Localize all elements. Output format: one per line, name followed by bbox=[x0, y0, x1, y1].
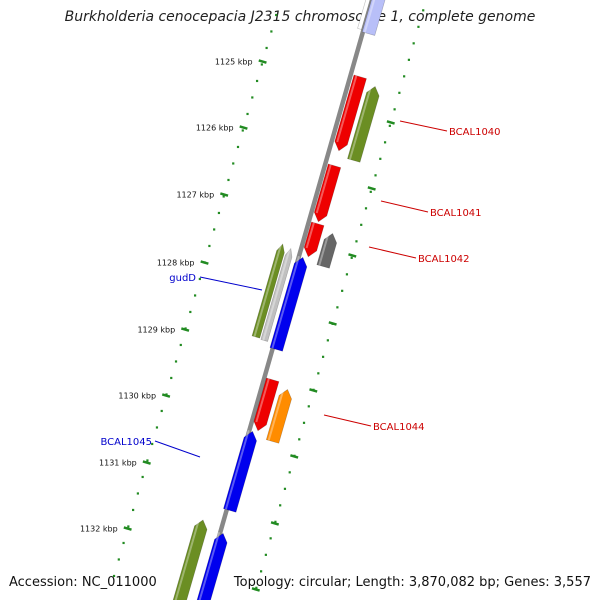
gene-feature[interactable] bbox=[303, 221, 325, 258]
scale-tick bbox=[200, 260, 209, 265]
gene-label[interactable]: BCAL1045 bbox=[100, 437, 152, 448]
gene-feature[interactable] bbox=[334, 74, 367, 152]
gene-label-leader bbox=[154, 440, 201, 458]
scale-ticks: 1125 kbp 1126 kbp 1127 kbp 1128 kbp 1129 kbp… bbox=[80, 58, 395, 592]
scale-tick bbox=[258, 59, 267, 64]
gene-label-leader bbox=[368, 246, 417, 259]
gene-feature[interactable] bbox=[223, 430, 257, 513]
scale-tick-label: 1126 kbp bbox=[196, 124, 234, 133]
scale-tick bbox=[328, 321, 337, 326]
accession-label: Accession: NC_011000 bbox=[9, 575, 157, 590]
scale-tick bbox=[367, 186, 376, 191]
scale-tick bbox=[251, 587, 260, 592]
scale-tick bbox=[123, 526, 132, 531]
scale-tick bbox=[219, 192, 229, 197]
gene-label-leader bbox=[199, 276, 263, 291]
gene-feature[interactable] bbox=[172, 519, 208, 600]
gene-feature[interactable] bbox=[253, 377, 280, 432]
gene-feature[interactable] bbox=[269, 256, 308, 352]
scale-tick-label: 1125 kbp bbox=[215, 58, 253, 67]
gene-label[interactable]: BCAL1041 bbox=[430, 208, 482, 219]
scale-tick-label: 1127 kbp bbox=[176, 191, 214, 200]
gene-label[interactable]: gudD bbox=[169, 273, 196, 284]
gene-feature[interactable] bbox=[260, 247, 293, 342]
gene-label-leader bbox=[380, 200, 429, 213]
gene-feature[interactable] bbox=[357, 0, 374, 30]
scale-tick-label: 1132 kbp bbox=[80, 525, 118, 534]
gene-features bbox=[172, 0, 387, 600]
scale-tick bbox=[290, 454, 299, 459]
gene-label-leader bbox=[323, 414, 372, 427]
gene-feature[interactable] bbox=[313, 163, 342, 223]
scale-tick-label: 1131 kbp bbox=[99, 459, 137, 468]
scale-tick bbox=[348, 253, 357, 258]
scale-tick bbox=[239, 125, 248, 130]
scale-tick-label: 1128 kbp bbox=[157, 259, 195, 268]
scale-tick-label: 1129 kbp bbox=[137, 326, 175, 335]
gene-feature[interactable] bbox=[265, 389, 292, 444]
gene-feature[interactable] bbox=[347, 86, 380, 163]
gene-label-leader bbox=[399, 120, 448, 132]
inner-scale-dots bbox=[112, 13, 278, 578]
gene-feature[interactable] bbox=[251, 243, 285, 339]
gene-label[interactable]: BCAL1044 bbox=[373, 422, 425, 433]
gene-label[interactable]: BCAL1040 bbox=[449, 127, 501, 138]
gene-feature[interactable] bbox=[316, 233, 337, 269]
gene-labels: BCAL1040 BCAL1041 BCAL1042 gudD BCAL1044 BCAL… bbox=[100, 120, 501, 458]
scale-tick bbox=[142, 460, 151, 465]
map-title: Burkholderia cenocepacia J2315 chromosom… bbox=[64, 9, 536, 25]
gene-label[interactable]: BCAL1042 bbox=[418, 254, 470, 265]
scale-tick bbox=[161, 393, 171, 398]
scale-tick bbox=[386, 120, 395, 125]
topology-label: Topology: circular; Length: 3,870,082 bp… bbox=[233, 575, 591, 590]
scale-tick bbox=[270, 521, 280, 526]
gene-feature[interactable] bbox=[361, 0, 387, 36]
scale-tick bbox=[309, 388, 318, 393]
gene-feature[interactable] bbox=[194, 532, 228, 600]
scale-tick bbox=[180, 327, 190, 332]
scale-tick-label: 1130 kbp bbox=[118, 392, 156, 401]
